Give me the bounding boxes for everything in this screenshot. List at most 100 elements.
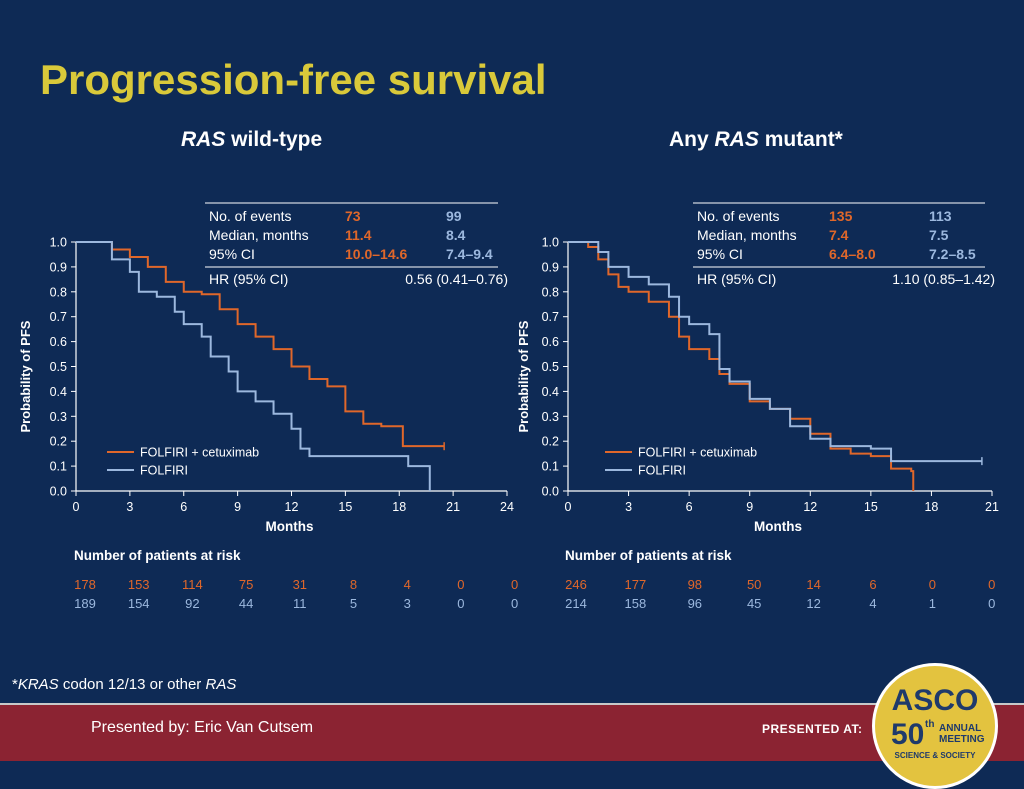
chart2-x-tick-label: 21: [985, 500, 999, 514]
chart2-risk-folfiri-value: 45: [747, 596, 761, 611]
chart2-stats-row-label: 95% CI: [697, 246, 743, 262]
chart2-risk-cetuximab-value: 50: [747, 577, 761, 592]
footnote-kras: KRAS: [17, 676, 59, 693]
asco-logo-number: 50: [891, 718, 925, 751]
chart1-x-tick-label: 18: [392, 500, 406, 514]
chart1-legend-label-cetuximab: FOLFIRI + cetuximab: [140, 446, 259, 460]
asco-logo-superscript: th: [925, 719, 935, 730]
chart1-risk-folfiri-value: 11: [293, 596, 307, 611]
chart1-x-tick-label: 9: [234, 500, 241, 514]
footnote-asterisk: *: [12, 676, 18, 693]
chart1-y-tick-label: 0.4: [50, 385, 67, 399]
chart1-x-tick-label: 24: [500, 500, 514, 514]
panel-right-subtitle-prefix: Any: [669, 128, 715, 151]
chart1-risk-cetuximab-value: 114: [182, 577, 203, 592]
risk-title-left: Number of patients at risk: [74, 548, 241, 563]
chart2-y-tick-label: 0.0: [542, 485, 559, 499]
chart2-stats-cetuximab-value: 6.4–8.0: [829, 246, 876, 262]
asco-logo-name: ASCO: [891, 684, 979, 717]
chart1-stats-cetuximab-value: 10.0–14.6: [345, 246, 407, 262]
chart1-stats-cetuximab-value: 11.4: [345, 227, 372, 243]
chart1-stats-row-label: 95% CI: [209, 246, 255, 262]
chart2-risk-cetuximab-value: 246: [565, 577, 587, 592]
chart1-risk-cetuximab-value: 4: [404, 577, 411, 592]
chart2-stats-cetuximab-value: 7.4: [829, 227, 849, 243]
chart1-y-tick-label: 0.8: [50, 285, 67, 299]
chart2-stats-folfiri-value: 7.2–8.5: [929, 246, 976, 262]
chart2-stats-hr-value: 1.10 (0.85–1.42): [892, 271, 995, 287]
footnote-ras: RAS: [205, 676, 237, 693]
chart2-y-tick-label: 0.5: [542, 360, 559, 374]
chart2-x-tick-label: 12: [803, 500, 817, 514]
chart2-y-tick-label: 0.6: [542, 335, 559, 349]
chart2-x-tick-label: 0: [565, 500, 572, 514]
chart2-stats-folfiri-value: 7.5: [929, 227, 949, 243]
chart2-y-tick-label: 0.7: [542, 310, 559, 324]
chart2-y-axis-label: Probability of PFS: [516, 320, 531, 432]
chart2-y-tick-label: 0.9: [542, 260, 559, 274]
chart2-stats-hr-label: HR (95% CI): [697, 271, 776, 287]
slide: Progression-free survival RAS wild-type …: [0, 56, 1024, 789]
chart2-risk-folfiri-value: 4: [869, 596, 876, 611]
chart2-stats-cetuximab-value: 135: [829, 208, 853, 224]
chart1-risk-folfiri-value: 3: [404, 596, 411, 611]
chart2-legend-label-cetuximab: FOLFIRI + cetuximab: [638, 446, 757, 460]
chart2-risk-folfiri-value: 214: [565, 596, 587, 611]
chart2-series-cetuximab-line: [568, 241, 915, 491]
chart2-risk-cetuximab-value: 6: [869, 577, 876, 592]
chart2-y-tick-label: 0.1: [542, 460, 559, 474]
chart1-stats-folfiri-value: 7.4–9.4: [446, 246, 493, 262]
chart2-risk-cetuximab-value: 0: [988, 577, 995, 592]
chart2-x-axis-label: Months: [754, 519, 802, 534]
chart2-risk-cetuximab-value: 0: [929, 577, 936, 592]
chart1-stats-hr-label: HR (95% CI): [209, 271, 288, 287]
chart1-y-tick-label: 0.1: [50, 460, 67, 474]
chart1-x-tick-label: 0: [73, 500, 80, 514]
chart1-y-tick-label: 0.3: [50, 410, 67, 424]
chart1-x-tick-label: 3: [126, 500, 133, 514]
chart1-risk-folfiri-value: 92: [185, 596, 199, 611]
panel-right-subtitle-italic: RAS: [714, 128, 759, 151]
risk-title-right: Number of patients at risk: [565, 548, 732, 563]
chart1-risk-cetuximab-value: 0: [511, 577, 518, 592]
chart1-x-tick-label: 15: [338, 500, 352, 514]
chart2-risk-folfiri-value: 0: [988, 596, 995, 611]
chart1-risk-cetuximab-value: 31: [293, 577, 307, 592]
chart1-risk-cetuximab-value: 75: [239, 577, 253, 592]
chart1-risk-cetuximab-value: 8: [350, 577, 357, 592]
chart2-y-tick-label: 0.3: [542, 410, 559, 424]
chart1-risk-cetuximab-value: 153: [128, 577, 150, 592]
chart1-y-tick-label: 1.0: [50, 236, 67, 250]
chart1-legend-label-folfiri: FOLFIRI: [140, 464, 188, 478]
footnote: *KRAS codon 12/13 or other RAS: [12, 676, 236, 693]
chart1-stats-folfiri-value: 99: [446, 208, 462, 224]
chart1-risk-folfiri-value: 0: [457, 596, 464, 611]
chart2-risk-cetuximab-value: 14: [806, 577, 820, 592]
chart1-risk-folfiri-value: 189: [74, 596, 96, 611]
chart1-risk-folfiri-value: 5: [350, 596, 357, 611]
footer-bar: [0, 703, 1024, 761]
panel-right-subtitle-rest: mutant*: [758, 128, 843, 151]
asco-logo-tagline: SCIENCE & SOCIETY: [894, 751, 976, 760]
asco-logo-line1: ANNUAL: [939, 723, 982, 734]
km-charts: 0 3 6 9 12 15 18 21 240.00.10.20.30.40.50.60.70.…: [18, 202, 999, 611]
chart2-stats-row-label: No. of events: [697, 208, 780, 224]
asco-logo-annual: ANNUAL MEETING: [939, 723, 985, 745]
chart1-stats-folfiri-value: 8.4: [446, 227, 466, 243]
asco-logo-line2: MEETING: [939, 734, 985, 745]
chart2-x-tick-label: 18: [924, 500, 938, 514]
chart2-risk-folfiri-value: 158: [625, 596, 647, 611]
chart2-stats-row-label: Median, months: [697, 227, 797, 243]
chart1-x-tick-label: 21: [446, 500, 460, 514]
chart2-x-tick-label: 3: [625, 500, 632, 514]
panel-right-subtitle: Any RAS mutant*: [669, 128, 843, 152]
chart1-y-tick-label: 0.6: [50, 335, 67, 349]
chart2-y-tick-label: 0.8: [542, 285, 559, 299]
chart2-risk-cetuximab-value: 98: [688, 577, 702, 592]
chart1-risk-folfiri-value: 0: [511, 596, 518, 611]
chart2-risk-folfiri-value: 12: [806, 596, 820, 611]
chart2-x-tick-label: 9: [746, 500, 753, 514]
chart1-risk-cetuximab-value: 0: [457, 577, 464, 592]
chart2-y-tick-label: 0.4: [542, 385, 559, 399]
chart1-y-tick-label: 0.0: [50, 485, 67, 499]
